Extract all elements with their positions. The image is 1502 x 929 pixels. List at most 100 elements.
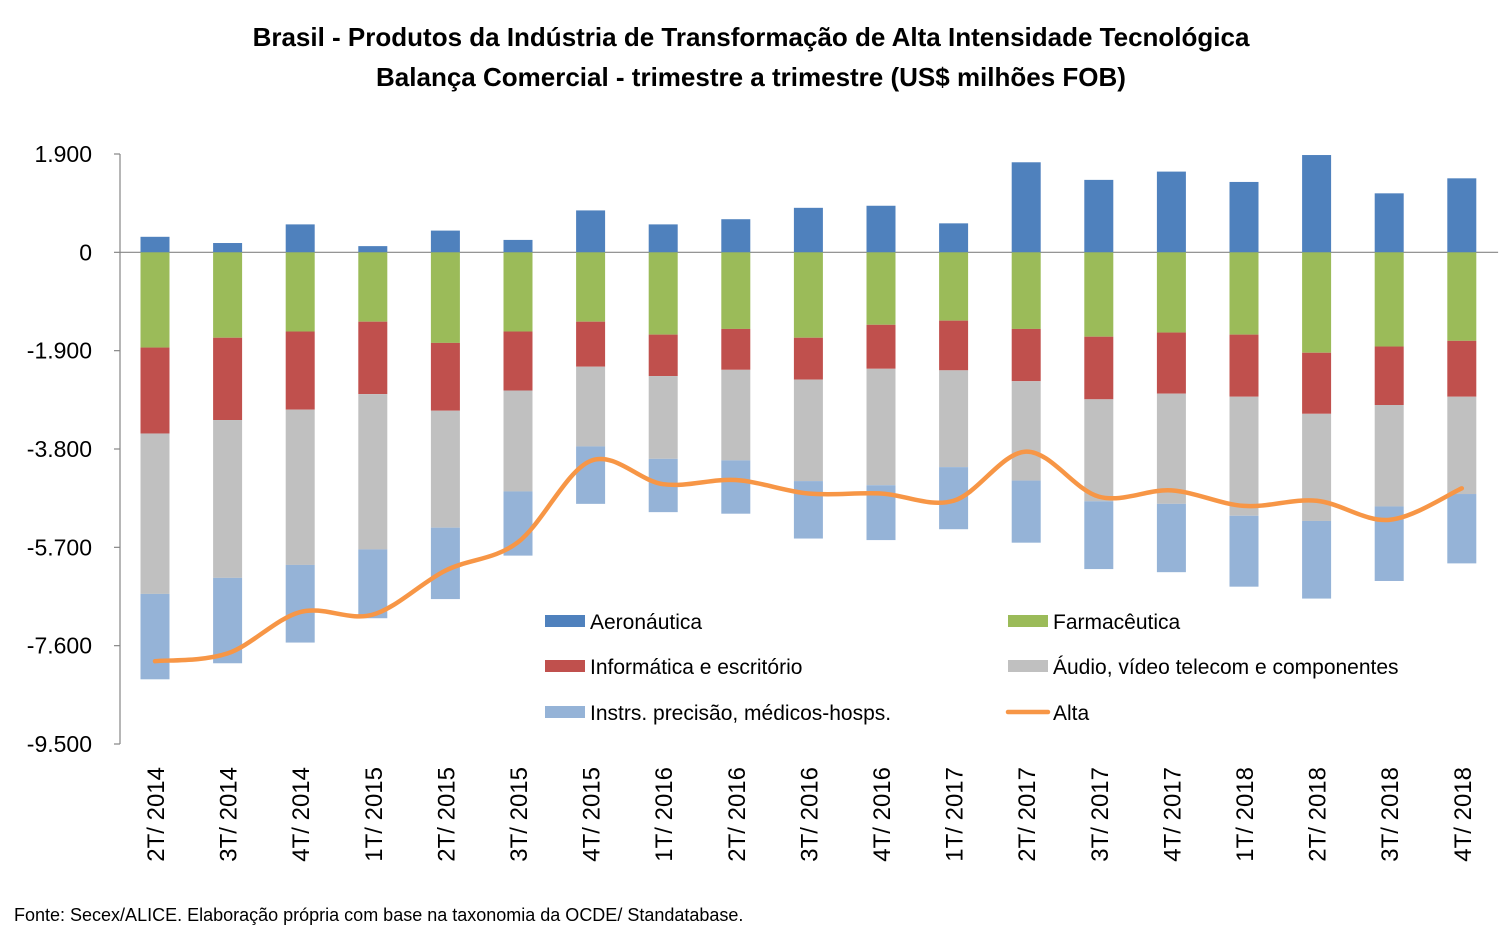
legend-label-1: Farmacêutica [1053,611,1181,634]
bar-series-0-cat-2 [285,224,315,253]
bar-series-3-cat-18 [1447,396,1477,495]
bar-series-3-cat-0 [140,433,170,594]
x-tick-label: 3T/ 2016 [796,767,823,862]
legend-label-4: Instrs. precisão, médicos-hosps. [590,702,891,725]
bar-series-0-cat-17 [1374,193,1404,253]
bar-series-2-cat-12 [1011,328,1041,382]
bar-series-3-cat-2 [285,409,315,565]
bar-series-0-cat-4 [430,230,460,253]
x-tick-label: 4T/ 2014 [288,767,315,862]
bar-series-0-cat-11 [939,223,969,253]
bar-series-3-cat-13 [1084,399,1114,502]
bar-series-1-cat-12 [1011,252,1041,329]
bar-series-2-cat-0 [140,347,170,434]
alta-line-layer [152,449,1465,664]
x-tick-label: 2T/ 2017 [1014,767,1041,862]
bar-series-0-cat-5 [503,239,533,253]
bar-series-2-cat-9 [793,337,823,380]
bar-series-4-cat-16 [1302,520,1332,599]
legend-label-0: Aeronáutica [590,611,702,634]
x-axis: 2T/ 2014 3T/ 2014 4T/ 2014 1T/ 2015 2T/ 2015… [143,767,1477,862]
bar-series-1-cat-11 [939,252,969,321]
bar-series-4-cat-9 [793,481,823,539]
bar-series-2-cat-16 [1302,352,1332,414]
bars [140,155,1477,680]
bar-series-1-cat-8 [721,252,751,329]
bar-series-0-cat-15 [1229,181,1259,253]
bar-series-3-cat-14 [1156,393,1186,504]
bar-series-3-cat-4 [430,410,460,528]
bar-series-2-cat-13 [1084,336,1114,400]
legend-label-3: Áudio, vídeo telecom e componentes [1053,656,1399,679]
bar-series-0-cat-0 [140,236,170,253]
bar-series-3-cat-10 [866,368,896,486]
bar-series-2-cat-3 [358,321,388,395]
bar-series-3-cat-7 [648,376,678,459]
bar-series-0-cat-18 [1447,178,1477,253]
bar-series-3-cat-3 [358,394,388,550]
bar-series-2-cat-2 [285,331,315,410]
x-tick-label: 2T/ 2015 [433,767,460,862]
bar-series-1-cat-17 [1374,252,1404,347]
bar-series-4-cat-3 [358,549,388,619]
y-tick-label: -9.500 [27,731,92,757]
bar-series-4-cat-5 [503,491,533,556]
x-tick-label: 3T/ 2014 [216,767,243,862]
x-tick-label: 3T/ 2017 [1087,767,1114,862]
y-tick-label: 0 [79,239,92,265]
bar-series-1-cat-6 [576,252,606,322]
bar-series-3-cat-1 [213,420,243,578]
bar-series-0-cat-16 [1302,155,1332,253]
chart-subtitle: Balança Comercial - trimestre a trimestr… [376,62,1126,92]
bar-series-0-cat-7 [648,224,678,253]
y-tick-label: -3.800 [27,436,92,462]
y-axis: 1.900 0 -1.900 -3.800 -5.700 -7.600 -9.500 [27,141,1499,757]
x-tick-label: 1T/ 2015 [361,767,388,862]
x-tick-label: 4T/ 2017 [1159,767,1186,862]
bar-series-4-cat-2 [285,564,315,643]
bar-series-3-cat-6 [576,366,606,447]
legend-label-5: Alta [1053,702,1090,725]
bar-series-1-cat-18 [1447,252,1477,341]
bar-series-1-cat-4 [430,252,460,343]
bar-series-2-cat-6 [576,321,606,367]
legend-swatch-0 [545,615,585,627]
bar-series-1-cat-2 [285,252,315,332]
bar-series-0-cat-6 [576,210,606,253]
x-tick-label: 3T/ 2018 [1377,767,1404,862]
bar-series-4-cat-13 [1084,501,1114,570]
bar-series-1-cat-1 [213,252,243,338]
bar-series-1-cat-15 [1229,252,1259,335]
x-tick-label: 3T/ 2015 [506,767,533,862]
bar-series-1-cat-5 [503,252,533,332]
bar-series-0-cat-13 [1084,179,1114,253]
bar-series-1-cat-7 [648,252,678,335]
bar-series-2-cat-7 [648,334,678,377]
bar-series-4-cat-14 [1156,503,1186,573]
bar-series-1-cat-9 [793,252,823,338]
bar-series-3-cat-9 [793,379,823,482]
bar-series-3-cat-12 [1011,381,1041,481]
bar-series-2-cat-14 [1156,332,1186,394]
bar-series-2-cat-8 [721,328,751,370]
bar-series-4-cat-15 [1229,515,1259,587]
bar-series-0-cat-8 [721,219,751,253]
x-tick-label: 4T/ 2016 [869,767,896,862]
bar-series-4-cat-0 [140,593,170,680]
bar-series-1-cat-14 [1156,252,1186,333]
bar-series-0-cat-10 [866,205,896,253]
bar-series-2-cat-1 [213,337,243,421]
bar-series-0-cat-9 [793,207,823,253]
bar-series-1-cat-10 [866,252,896,325]
bar-series-4-cat-4 [430,527,460,600]
bar-series-1-cat-0 [140,252,170,348]
bar-series-3-cat-17 [1374,405,1404,507]
legend-label-2: Informática e escritório [590,656,802,679]
legend: Aeronáutica Farmacêutica Informática e esc… [545,611,1399,725]
legend-swatch-2 [545,660,585,672]
bar-series-4-cat-18 [1447,494,1477,564]
bar-series-0-cat-3 [358,246,388,253]
source-note: Fonte: Secex/ALICE. Elaboração própria c… [14,905,743,925]
line-series-alta [152,449,1465,664]
